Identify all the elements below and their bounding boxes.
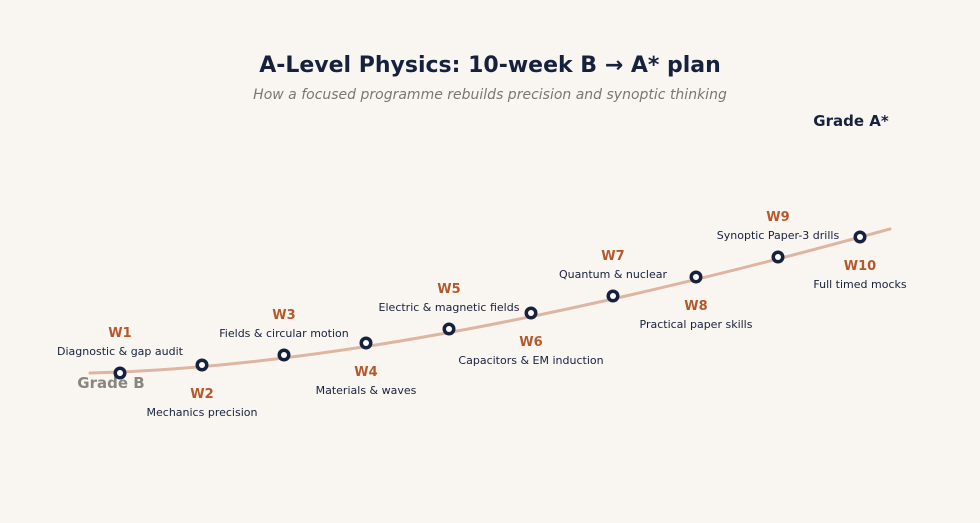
week-description: Materials & waves — [316, 384, 417, 397]
week-label: W10 — [844, 259, 876, 274]
milestone-w4: W4 Materials & waves — [316, 336, 417, 397]
week-label: W5 — [437, 282, 460, 297]
week-label: W8 — [684, 299, 707, 314]
page-subtitle: How a focused programme rebuilds precisi… — [253, 87, 727, 103]
milestone-marker-center — [199, 362, 205, 368]
milestone-w1: W1 Diagnostic & gap audit — [57, 326, 184, 380]
week-description: Capacitors & EM induction — [458, 354, 603, 367]
milestone-w7: W7 Quantum & nuclear — [559, 249, 667, 303]
milestones-group: W1 Diagnostic & gap audit W2 Mechanics prec… — [57, 210, 907, 419]
week-description: Practical paper skills — [640, 318, 753, 331]
week-label: W7 — [601, 249, 624, 264]
week-description: Synoptic Paper-3 drills — [717, 229, 840, 242]
week-description: Quantum & nuclear — [559, 268, 667, 281]
week-description: Mechanics precision — [147, 406, 258, 419]
milestone-w8: W8 Practical paper skills — [640, 270, 753, 331]
milestone-marker-center — [528, 310, 534, 316]
milestone-marker-center — [446, 326, 452, 332]
milestone-w2: W2 Mechanics precision — [147, 358, 258, 419]
milestone-marker-center — [117, 370, 123, 376]
week-label: W6 — [519, 335, 542, 350]
milestone-w6: W6 Capacitors & EM induction — [458, 306, 604, 367]
week-label: W9 — [766, 210, 789, 225]
milestone-w3: W3 Fields & circular motion — [219, 308, 349, 362]
end-grade-label: Grade A* — [813, 112, 889, 130]
page-title: A-Level Physics: 10-week B → A* plan — [259, 53, 721, 78]
milestone-w9: W9 Synoptic Paper-3 drills — [717, 210, 840, 264]
milestone-marker-center — [610, 293, 616, 299]
milestone-w5: W5 Electric & magnetic fields — [379, 282, 520, 336]
week-label: W1 — [108, 326, 131, 341]
week-description: Electric & magnetic fields — [379, 301, 520, 314]
week-label: W3 — [272, 308, 295, 323]
milestone-marker-center — [281, 352, 287, 358]
milestone-marker-center — [363, 340, 369, 346]
week-description: Diagnostic & gap audit — [57, 345, 184, 358]
milestone-w10: W10 Full timed mocks — [813, 230, 907, 291]
milestone-marker-center — [693, 274, 699, 280]
week-description: Fields & circular motion — [219, 327, 348, 340]
week-label: W4 — [354, 365, 377, 380]
week-label: W2 — [190, 387, 213, 402]
milestone-marker-center — [857, 234, 863, 240]
week-description: Full timed mocks — [813, 278, 907, 291]
start-grade-label: Grade B — [77, 374, 144, 392]
milestone-marker-center — [775, 254, 781, 260]
